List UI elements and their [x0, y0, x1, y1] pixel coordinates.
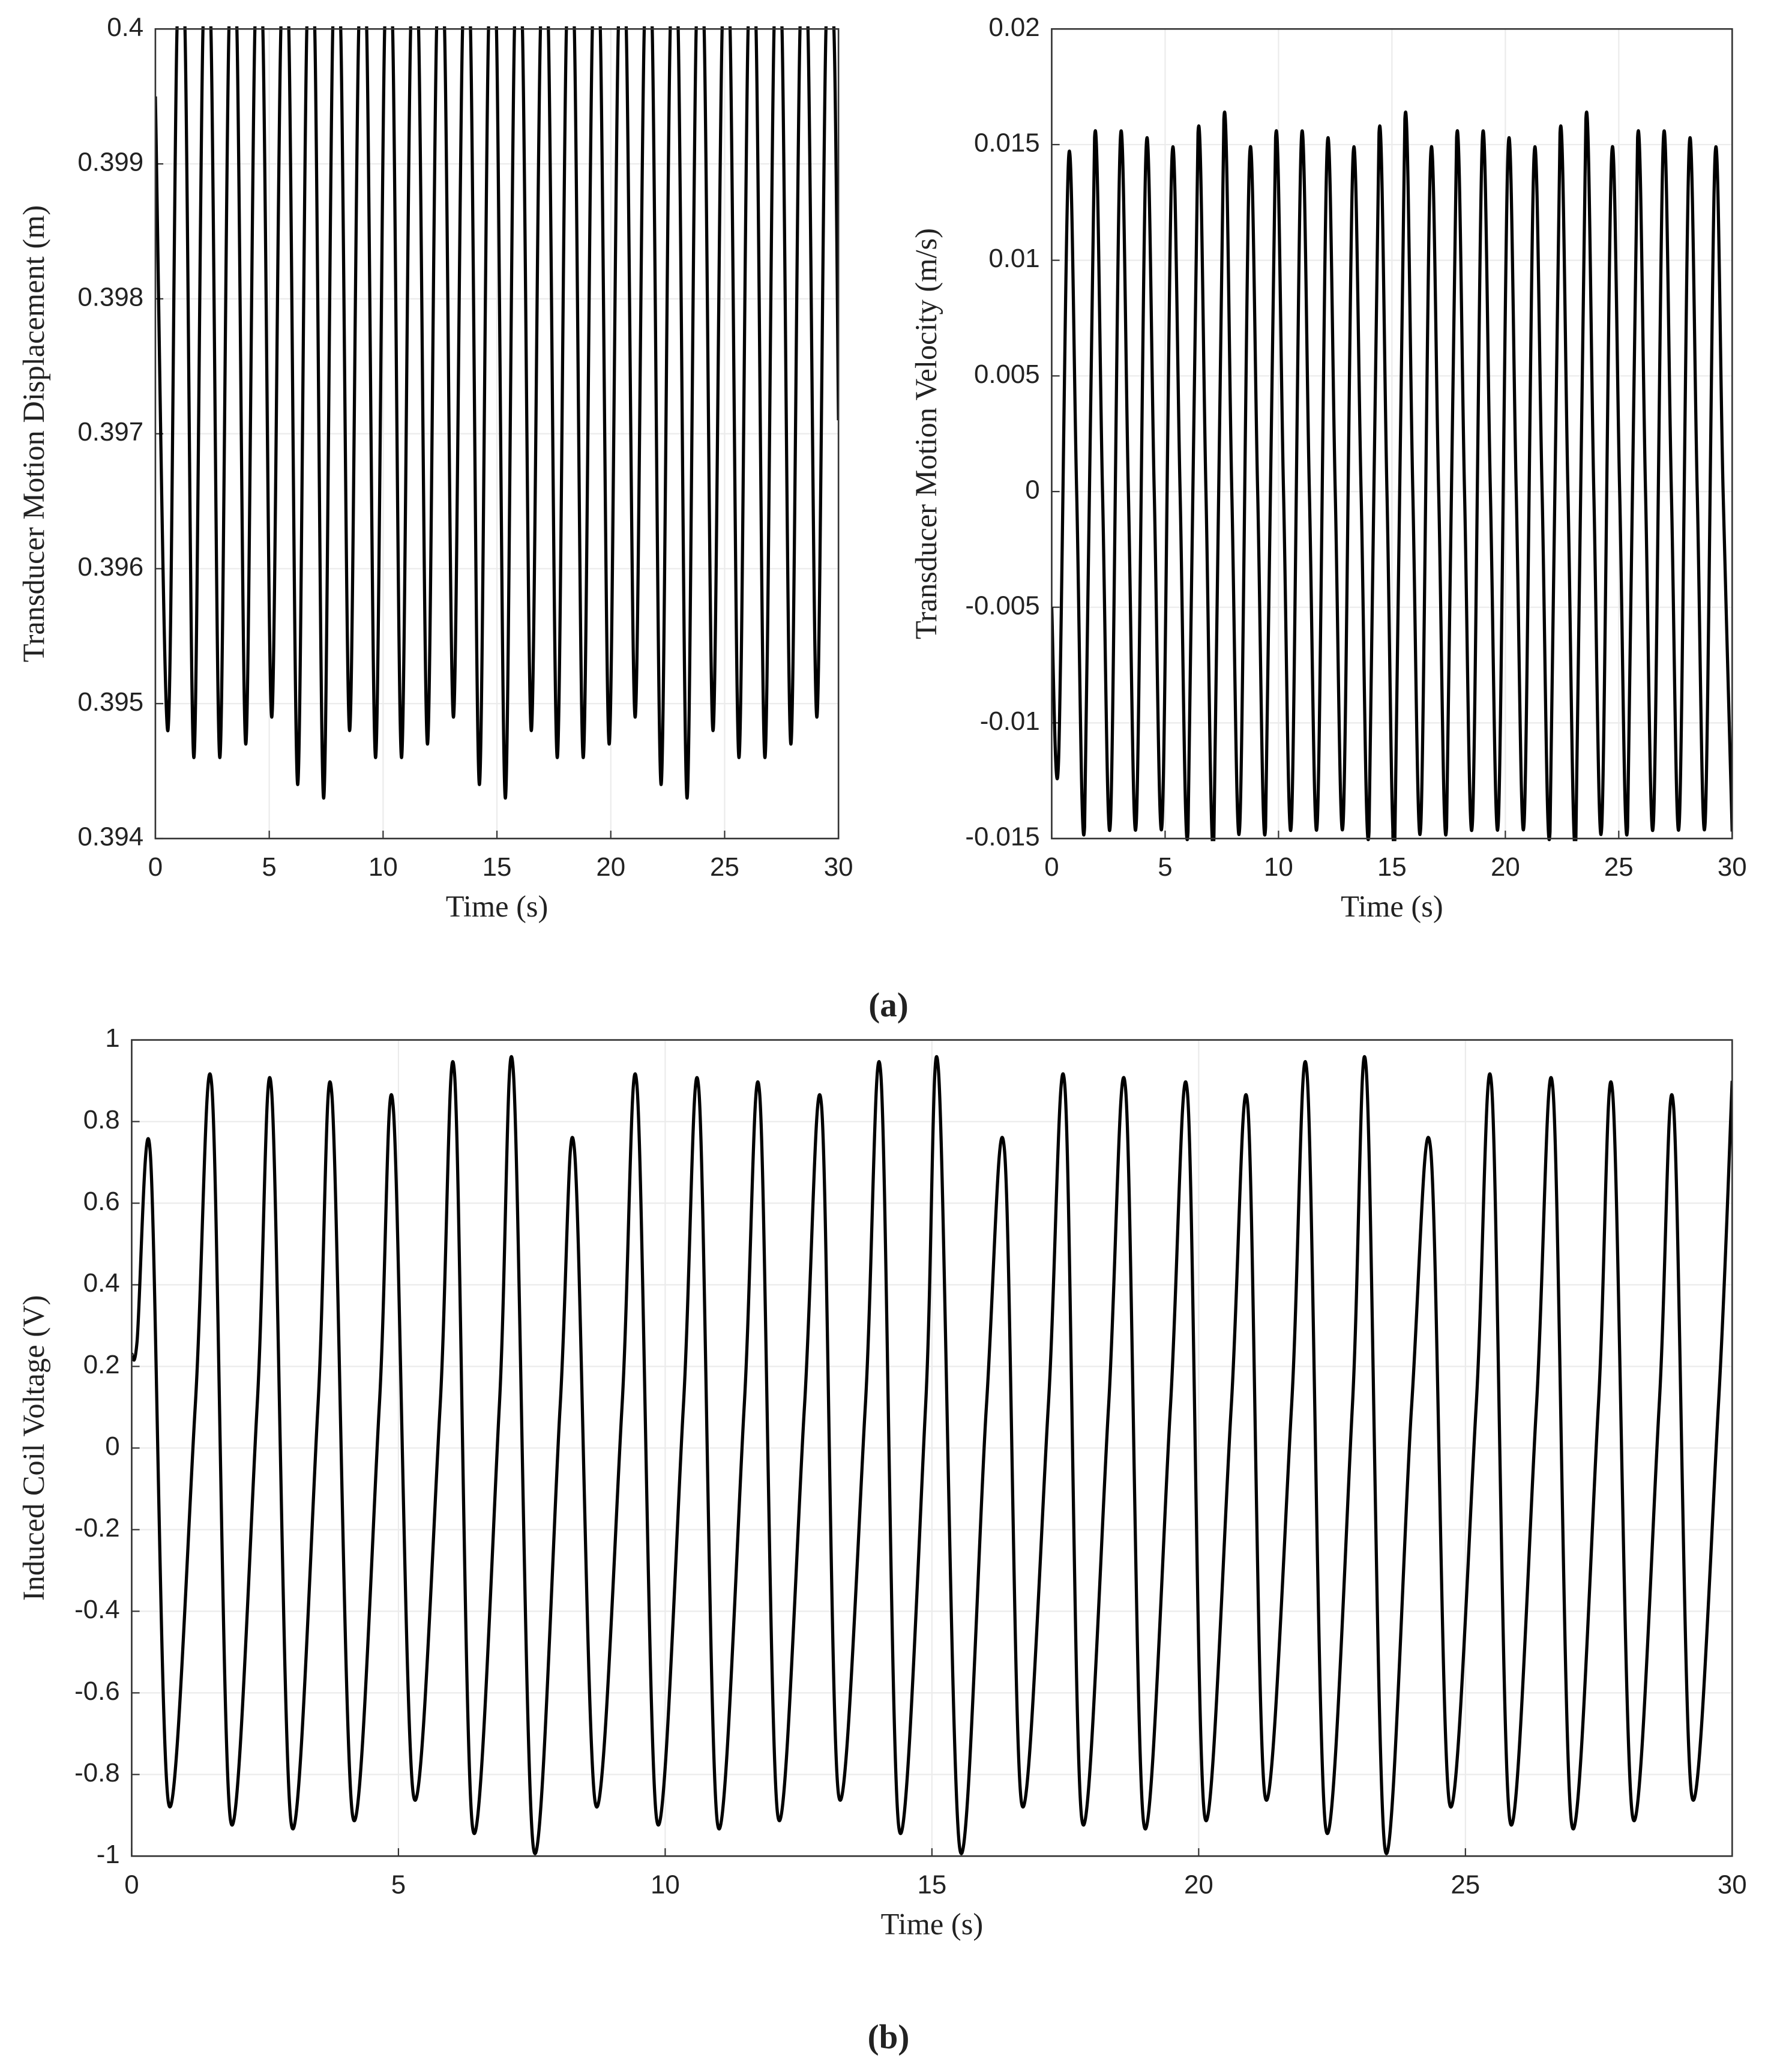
x-tick-label: 5 [391, 1870, 406, 1899]
x-tick-label: 25 [1604, 852, 1634, 882]
y-tick-label: 0.4 [83, 1268, 120, 1298]
y-tick-label: 0.8 [83, 1105, 120, 1134]
y-axis-label: Induced Coil Voltage (V) [17, 1295, 50, 1601]
y-tick-label: 0.01 [988, 244, 1039, 273]
x-axis-label: Time (s) [881, 1907, 984, 1941]
y-tick-label: 0.4 [107, 13, 143, 42]
x-tick-label: 15 [483, 852, 512, 882]
data-line [131, 1055, 1733, 1855]
x-tick-label: 20 [1491, 852, 1520, 882]
x-tick-label: 10 [1264, 852, 1293, 882]
x-tick-label: 10 [651, 1870, 680, 1899]
y-tick-label: 0 [1025, 475, 1039, 505]
y-tick-label: -1 [97, 1840, 120, 1869]
x-tick-label: 20 [596, 852, 625, 882]
x-tick-label: 5 [1158, 852, 1172, 882]
y-tick-label: -0.005 [965, 591, 1039, 620]
y-tick-label: -0.01 [980, 706, 1040, 736]
x-tick-label: 30 [1718, 1870, 1747, 1899]
plot-frame [1051, 28, 1733, 840]
x-tick-label: 0 [148, 852, 163, 882]
x-tick-label: 30 [824, 852, 853, 882]
y-tick-label: 0.396 [77, 552, 143, 582]
x-tick-label: 20 [1184, 1870, 1213, 1899]
y-tick-label: 0.394 [77, 822, 143, 852]
y-tick-label: 0.399 [77, 148, 143, 177]
y-tick-label: -0.015 [965, 822, 1039, 852]
x-tick-label: 25 [1451, 1870, 1480, 1899]
x-tick-label: 25 [710, 852, 739, 882]
x-tick-label: 0 [1044, 852, 1059, 882]
y-tick-label: 0.398 [77, 282, 143, 312]
data-line [1051, 110, 1733, 842]
y-tick-label: 0 [105, 1432, 119, 1461]
y-tick-label: -0.6 [74, 1676, 120, 1706]
chart: 0 5 10 15 20 25 30 -1 -0.8 -0.6 -0.4 -0.2 0 0.2 0.4 0.6… [17, 1023, 1747, 1941]
x-tick-label: 15 [917, 1870, 946, 1899]
y-tick-label: 0.02 [988, 13, 1039, 42]
panel-label: (a) [868, 986, 908, 1024]
y-axis-label: Transducer Motion Displacement (m) [17, 205, 50, 663]
y-tick-label: 0.005 [974, 360, 1040, 389]
x-tick-label: 10 [368, 852, 398, 882]
y-tick-label: 0.015 [974, 128, 1040, 158]
x-tick-label: 15 [1377, 852, 1407, 882]
y-axis-label: Transducer Motion Velocity (m/s) [909, 228, 943, 639]
plot-frame [154, 28, 840, 840]
x-axis-label: Time (s) [446, 890, 549, 923]
y-tick-label: 0.397 [77, 417, 143, 447]
y-tick-label: 1 [105, 1023, 119, 1053]
y-tick-label: 0.395 [77, 687, 143, 717]
chart: 0 5 10 15 20 25 30 -0.015 -0.01 -0.005 0 0.005 0.01 0… [909, 13, 1747, 923]
x-tick-label: 0 [124, 1870, 139, 1899]
y-tick-label: -0.4 [74, 1595, 120, 1624]
x-axis-label: Time (s) [1341, 890, 1443, 923]
plot-frame [131, 1039, 1733, 1857]
x-tick-label: 5 [262, 852, 276, 882]
chart: 0 5 10 15 20 25 30 0.394 0.395 0.396 0.397 0.398 0.3… [17, 13, 853, 923]
data-line [155, 26, 839, 800]
panel-label: (b) [868, 2018, 910, 2056]
y-tick-label: 0.2 [83, 1350, 120, 1379]
y-tick-label: 0.6 [83, 1187, 120, 1216]
y-tick-label: -0.8 [74, 1758, 120, 1787]
x-tick-label: 30 [1718, 852, 1747, 882]
y-tick-label: -0.2 [74, 1513, 120, 1543]
